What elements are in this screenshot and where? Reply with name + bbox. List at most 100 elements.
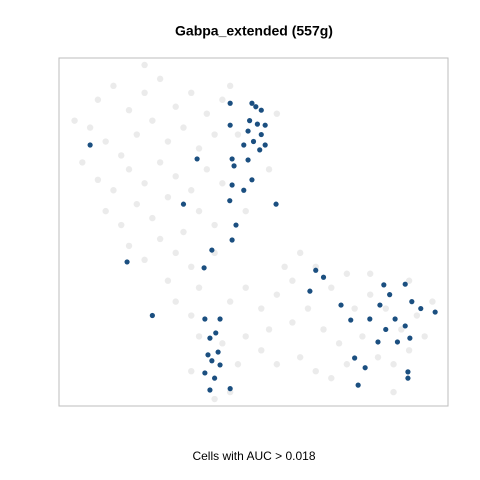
point: [390, 388, 397, 396]
point: [258, 131, 264, 138]
point: [405, 347, 413, 354]
point: [338, 302, 344, 308]
point: [281, 263, 288, 270]
x-axis-label: Cells with AUC > 0.018: [192, 449, 315, 463]
point: [273, 110, 281, 117]
point: [257, 147, 263, 153]
point: [227, 122, 233, 128]
point: [79, 159, 86, 166]
point: [262, 142, 268, 148]
point: [351, 305, 358, 312]
point: [328, 374, 335, 382]
point: [273, 361, 281, 368]
point: [141, 61, 148, 69]
point: [102, 207, 109, 215]
point: [172, 249, 179, 257]
point: [141, 256, 148, 264]
plot-frame: [58, 57, 449, 407]
point: [211, 131, 218, 138]
point: [335, 340, 343, 347]
point: [118, 221, 125, 229]
point: [209, 247, 215, 253]
point: [289, 319, 296, 326]
point: [405, 375, 411, 381]
point: [217, 362, 223, 368]
chart-title: Gabpa_extended (557g): [175, 23, 333, 39]
point: [242, 284, 249, 291]
point: [180, 228, 187, 236]
point: [394, 339, 401, 345]
point: [217, 316, 223, 322]
point: [227, 198, 233, 204]
point: [273, 291, 281, 298]
point: [110, 82, 117, 90]
point: [219, 96, 226, 103]
point: [195, 207, 203, 215]
point: [352, 355, 358, 361]
point: [387, 292, 393, 298]
point: [229, 156, 235, 162]
point: [188, 263, 195, 270]
point: [249, 177, 255, 183]
point: [125, 107, 133, 114]
point: [241, 187, 247, 193]
point: [413, 312, 421, 319]
point: [156, 75, 164, 83]
point: [382, 305, 389, 312]
point: [226, 298, 234, 305]
point: [296, 249, 304, 257]
point: [249, 100, 255, 106]
point: [258, 347, 265, 354]
point: [254, 121, 260, 127]
point: [392, 316, 398, 322]
point: [296, 354, 304, 361]
point: [205, 352, 211, 358]
point: [194, 156, 200, 162]
point: [71, 117, 78, 124]
point: [212, 375, 218, 381]
point: [172, 298, 179, 305]
point: [390, 361, 397, 368]
point: [362, 365, 368, 371]
point: [367, 270, 374, 277]
point: [141, 180, 148, 187]
point: [133, 200, 140, 208]
point: [226, 82, 234, 90]
point: [188, 89, 195, 97]
point: [409, 299, 415, 305]
point: [343, 361, 351, 368]
point: [172, 173, 179, 180]
point: [377, 302, 383, 308]
point: [188, 312, 195, 319]
point: [164, 277, 172, 284]
point: [195, 333, 203, 340]
point: [265, 326, 273, 333]
point: [164, 138, 172, 145]
point: [195, 284, 203, 291]
point: [207, 335, 213, 341]
point: [402, 323, 408, 329]
point: [207, 387, 213, 393]
point: [383, 326, 389, 333]
point: [265, 166, 273, 173]
point: [133, 131, 140, 138]
point: [355, 382, 361, 388]
point: [320, 274, 327, 280]
point: [348, 317, 354, 323]
point: [219, 340, 226, 347]
point: [313, 267, 319, 273]
point: [258, 107, 264, 113]
point: [188, 368, 195, 375]
point: [242, 207, 249, 215]
point: [195, 145, 203, 152]
point: [215, 349, 221, 355]
point: [141, 89, 148, 97]
point: [250, 138, 257, 145]
point: [125, 242, 133, 250]
point: [149, 312, 155, 319]
point: [407, 335, 413, 341]
point: [229, 182, 235, 188]
point: [94, 176, 102, 183]
point: [234, 131, 242, 138]
